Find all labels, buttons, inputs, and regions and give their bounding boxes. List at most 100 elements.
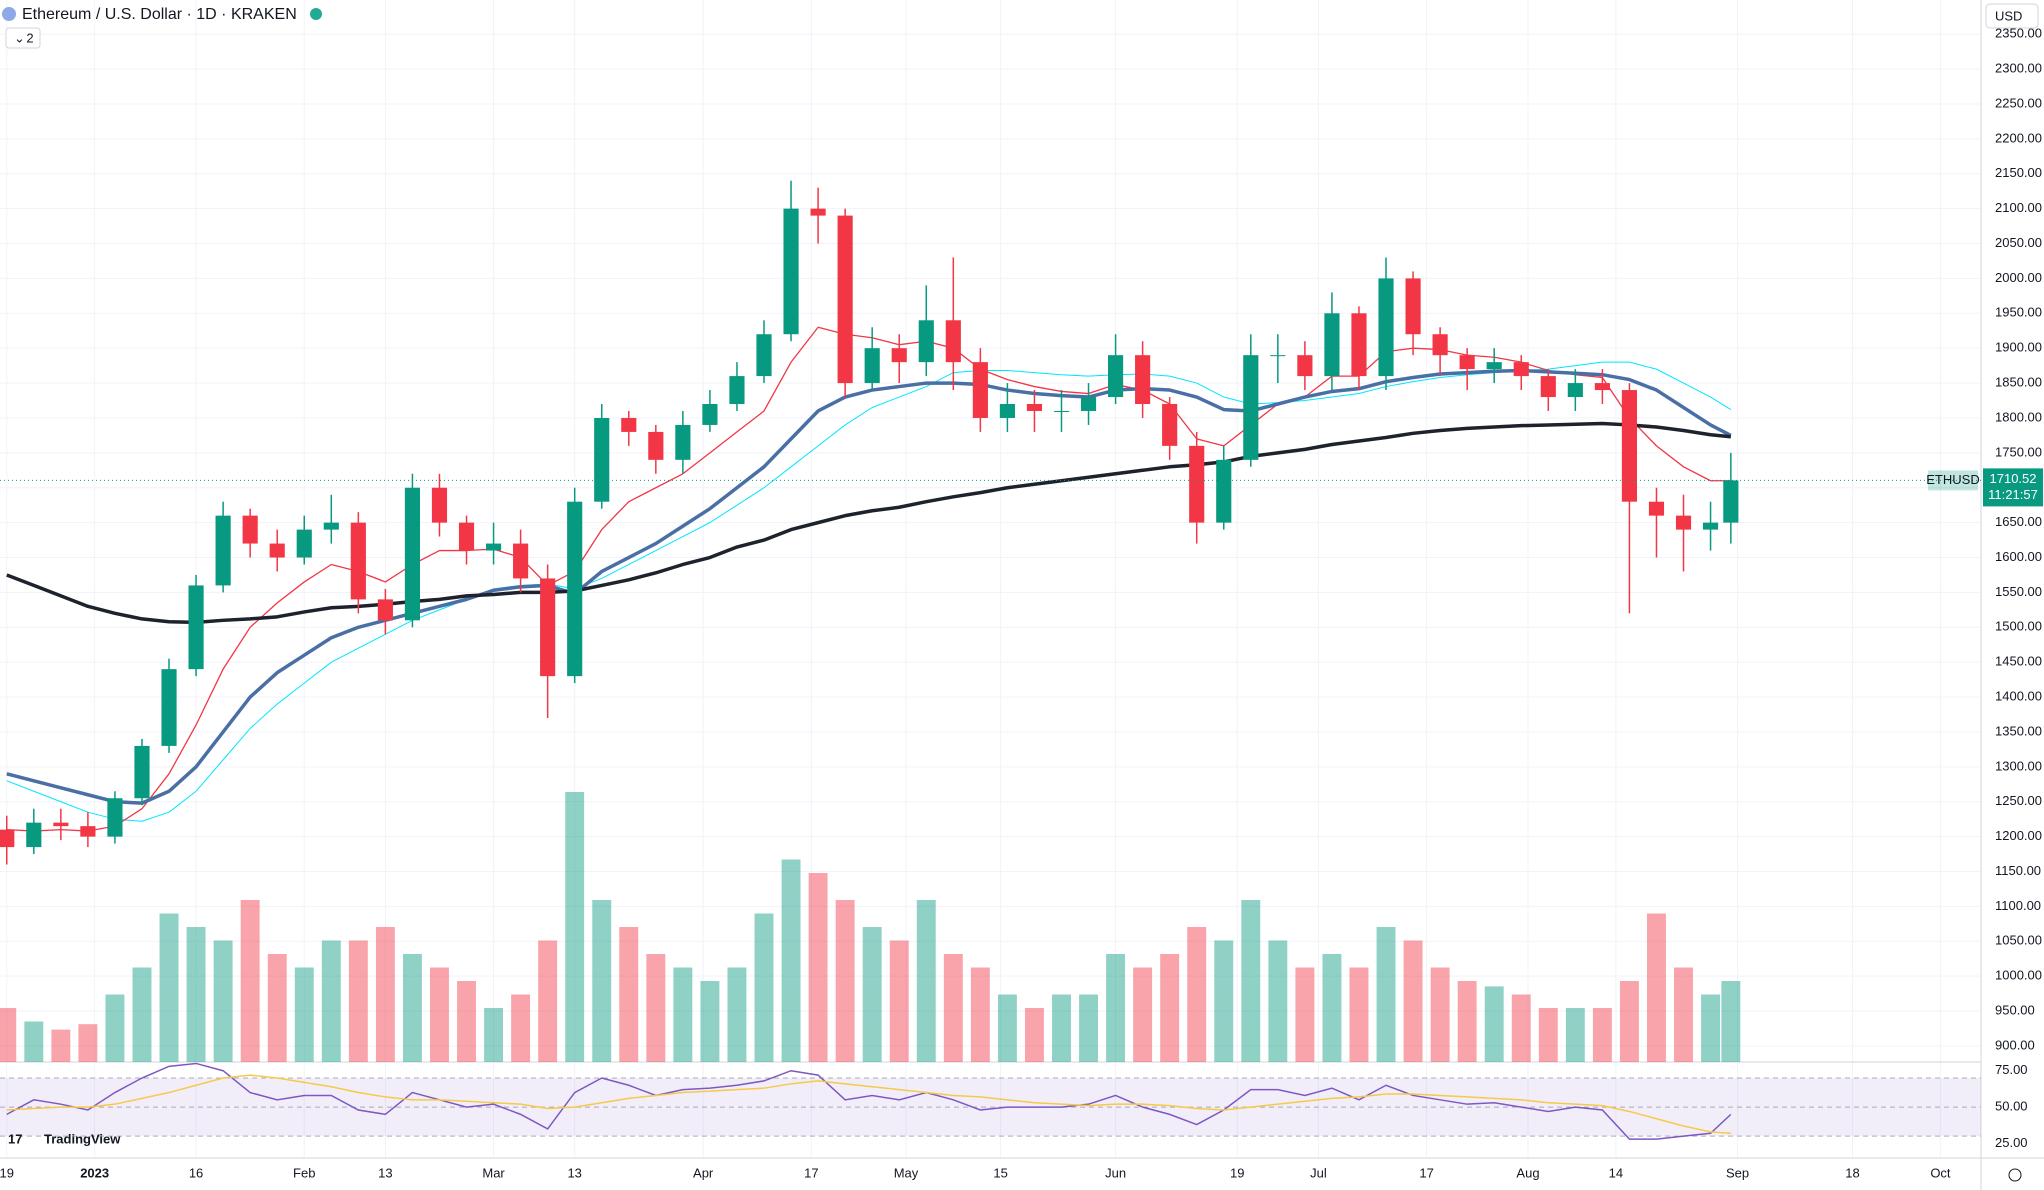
candle-body <box>188 585 204 670</box>
candle-body <box>1108 355 1124 398</box>
volume-bar <box>997 994 1017 1062</box>
candle-body <box>837 215 853 384</box>
price-tag: 1710.52 <box>1990 471 2037 486</box>
volume-bar <box>105 994 125 1062</box>
volume-bar <box>267 954 287 1062</box>
y-tick-label: 1750.00 <box>1995 444 2042 459</box>
volume-bar <box>592 900 612 1062</box>
y-tick-label: 1600.00 <box>1995 549 2042 564</box>
candle-body <box>1432 334 1448 356</box>
symbol-title[interactable]: Ethereum / U.S. Dollar · 1D · KRAKEN <box>22 6 297 23</box>
candle-body <box>918 320 934 363</box>
candle-body <box>1702 522 1719 530</box>
y-tick-label: 1450.00 <box>1995 654 2042 669</box>
candle-body <box>53 822 69 827</box>
x-tick-label: Aug <box>1516 1165 1539 1180</box>
volume-bar <box>1079 994 1099 1062</box>
candle-body <box>675 424 691 460</box>
y-tick-label: 950.00 <box>1995 1003 2035 1018</box>
volume-bar <box>754 913 774 1062</box>
volume-bar <box>781 859 801 1062</box>
candle-body <box>1621 390 1637 502</box>
volume-bar <box>159 913 179 1062</box>
symbol-tag-bg <box>1928 470 1978 491</box>
candle-body <box>242 515 258 544</box>
volume-bar <box>1538 1008 1558 1062</box>
candle-body <box>648 431 664 460</box>
candle-body <box>1378 278 1394 377</box>
y-tick-label: 2250.00 <box>1995 95 2042 110</box>
volume-bar <box>78 1024 98 1062</box>
volume-bar <box>646 954 666 1062</box>
volume-bar <box>1721 981 1741 1062</box>
candle-body <box>1162 404 1178 446</box>
candle-body <box>756 334 772 377</box>
candle-body <box>134 745 150 799</box>
logo-mark: 17 <box>8 1131 22 1146</box>
candle-body <box>567 501 583 677</box>
candle-body <box>1459 355 1475 370</box>
candle-body <box>1135 355 1151 405</box>
x-tick-label: Jul <box>1310 1165 1327 1180</box>
x-tick-label: Sep <box>1726 1165 1749 1180</box>
y-tick-label: 2150.00 <box>1995 165 2042 180</box>
candle-body <box>1297 355 1313 377</box>
volume-bar <box>1024 1008 1044 1062</box>
price-tag-bg <box>1983 468 2043 507</box>
candle-body <box>621 417 637 432</box>
volume-bar <box>889 940 909 1062</box>
volume-bar <box>186 927 206 1062</box>
y-tick-label: 1950.00 <box>1995 305 2042 320</box>
candle-body <box>891 348 907 363</box>
x-tick-label: Feb <box>293 1165 315 1180</box>
x-tick-label: 15 <box>993 1165 1007 1180</box>
y-tick-label: 1500.00 <box>1995 619 2042 634</box>
candle-body <box>1351 313 1367 377</box>
x-tick-label: 2023 <box>80 1165 109 1180</box>
candle-body <box>296 529 312 558</box>
settings-icon[interactable] <box>2008 1168 2022 1182</box>
rsi-tick-label: 25.00 <box>1995 1135 2028 1150</box>
candle-body <box>1270 355 1286 357</box>
volume-bar <box>430 967 449 1062</box>
volume-bar <box>1214 940 1234 1062</box>
currency-button[interactable] <box>1985 3 2039 29</box>
indicators-count[interactable]: 2 <box>26 30 33 45</box>
volume-bar <box>51 1029 71 1062</box>
overlay-ui: Ethereum / U.S. Dollar · 1D · KRAKEN 2 ⌄… <box>0 3 2043 1182</box>
candle-body <box>1053 410 1070 412</box>
volume-bar <box>1701 994 1721 1062</box>
y-tick-label: 2000.00 <box>1995 270 2042 285</box>
y-tick-label: 2350.00 <box>1995 26 2042 41</box>
volume-bar <box>1268 940 1288 1062</box>
volume-bar <box>700 981 720 1062</box>
volume-bar <box>1457 981 1477 1062</box>
y-tick-label: 1550.00 <box>1995 584 2042 599</box>
candle-body <box>702 404 718 425</box>
candle-body <box>783 208 799 335</box>
volume-bar <box>294 967 314 1062</box>
candle-body <box>269 543 285 558</box>
y-tick-label: 1850.00 <box>1995 375 2042 390</box>
volume-bar <box>1106 954 1126 1062</box>
candle-body <box>215 515 231 586</box>
volume-bar <box>0 1008 17 1062</box>
volume-bar <box>808 873 828 1062</box>
y-tick-label: 1400.00 <box>1995 689 2042 704</box>
indicators-toggle[interactable] <box>5 27 41 49</box>
candle-body <box>513 543 529 579</box>
y-tick-label: 1150.00 <box>1995 863 2041 878</box>
moving-average <box>6 421 1732 625</box>
volume-bar <box>673 967 693 1062</box>
candle-body <box>0 829 15 848</box>
volume-bar <box>916 900 936 1062</box>
brand: TradingView <box>44 1131 121 1146</box>
y-tick-label: 1300.00 <box>1995 758 2042 773</box>
candle-body <box>945 320 961 363</box>
x-tick-label: 19 <box>1230 1165 1244 1180</box>
y-tick-label: 2050.00 <box>1995 235 2042 250</box>
candle-body <box>594 417 610 502</box>
currency-label[interactable]: USD <box>1995 8 2022 23</box>
